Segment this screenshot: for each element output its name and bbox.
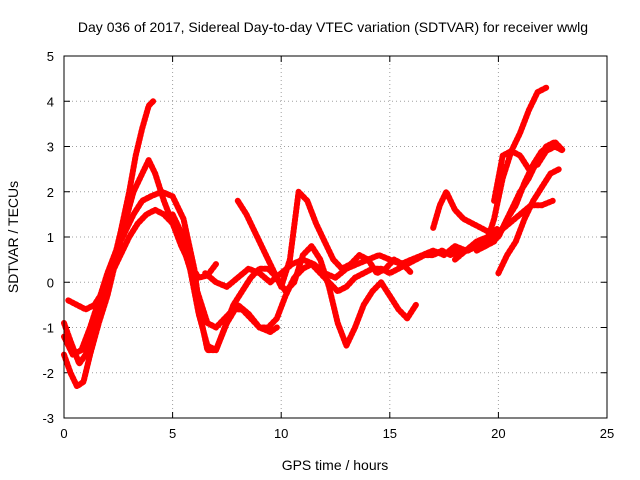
- chart-title: Day 036 of 2017, Sidereal Day-to-day VTE…: [78, 19, 588, 35]
- series-track-10: [491, 84, 550, 204]
- x-tick-label: 10: [274, 426, 288, 441]
- plot-area: [61, 84, 567, 390]
- x-axis-label: GPS time / hours: [282, 457, 389, 473]
- y-axis-ticks: -3 -2 -1 0 1 2 3 4 5: [42, 49, 607, 426]
- y-tick-label: 0: [47, 275, 54, 290]
- plot-frame: [63, 55, 608, 419]
- y-tick-label: 1: [47, 230, 54, 245]
- x-tick-label: 20: [491, 426, 505, 441]
- x-tick-label: 5: [169, 426, 176, 441]
- series-track-5: [169, 211, 419, 354]
- y-tick-label: -3: [42, 411, 54, 426]
- y-axis-label: SDTVAR / TECUs: [5, 181, 21, 293]
- x-tick-label: 0: [60, 426, 67, 441]
- series-track-1: [61, 98, 157, 367]
- series-track-12: [452, 197, 556, 263]
- y-tick-label: -1: [42, 321, 54, 336]
- series-track-9: [473, 143, 567, 254]
- series-track-7: [234, 188, 415, 290]
- y-tick-label: 3: [47, 140, 54, 155]
- x-tick-label: 15: [383, 426, 397, 441]
- y-tick-label: 5: [47, 49, 54, 64]
- x-tick-label: 25: [600, 426, 614, 441]
- y-tick-label: -2: [42, 366, 54, 381]
- y-tick-label: 4: [47, 94, 54, 109]
- y-tick-label: 2: [47, 185, 54, 200]
